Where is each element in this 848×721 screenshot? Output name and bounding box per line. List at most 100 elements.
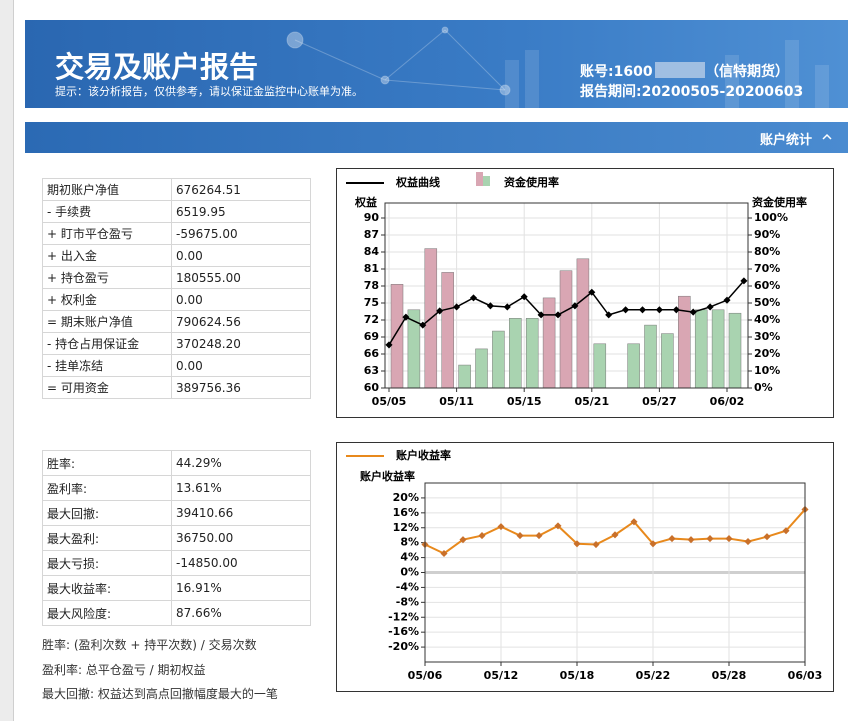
table-row: 胜率: 44.29% (42, 450, 311, 476)
point (592, 540, 600, 549)
row-value: -59675.00 (171, 222, 311, 245)
y-tick-label: 69 (364, 330, 379, 343)
row-value: -14850.00 (171, 550, 311, 576)
y-tick-label: 12% (393, 521, 419, 534)
y2-tick-label: 70% (754, 262, 780, 275)
bar (559, 270, 573, 389)
y-tick-label: 60 (364, 381, 380, 394)
point (573, 540, 581, 548)
bar (458, 364, 471, 389)
row-value: 6519.95 (171, 200, 311, 223)
y2-tick-label: 100% (754, 211, 788, 224)
row-value: 87.66% (171, 600, 311, 626)
point (497, 523, 505, 531)
table-row: = 期末账户净值 790624.56 (42, 310, 311, 333)
table-row: 最大收益率: 16.91% (42, 575, 311, 601)
collapse-icon[interactable] (822, 132, 832, 142)
point (655, 306, 663, 314)
legend-swatch (476, 172, 483, 186)
point (535, 532, 543, 540)
point (588, 288, 596, 296)
y-axis-title: 权益 (354, 195, 377, 209)
table-row: = 可用资金 389756.36 (42, 376, 311, 399)
bar (390, 284, 404, 389)
row-value: 36750.00 (171, 525, 311, 551)
legend-label: 权益曲线 (395, 175, 440, 189)
y2-tick-label: 80% (754, 245, 780, 258)
y2-tick-label: 30% (754, 330, 780, 343)
table-row: 最大盈利: 36750.00 (42, 525, 311, 551)
note: 胜率: (盈利次数 + 持平次数) / 交易次数 (42, 638, 257, 652)
row-label: + 盯市平仓盈亏 (42, 222, 172, 245)
bar (525, 318, 539, 389)
y2-tick-label: 50% (754, 296, 780, 309)
broker-name: （信特期货） (705, 64, 789, 80)
row-label: 最大盈利: (42, 525, 172, 551)
y-tick-label: 72 (364, 313, 379, 326)
y2-tick-label: 40% (754, 313, 780, 326)
point (649, 540, 657, 548)
point (469, 294, 478, 302)
y2-tick-label: 10% (754, 364, 780, 377)
y-tick-label: -4% (396, 580, 419, 593)
report-period: 报告期间:20200505-20200603 (580, 84, 804, 100)
row-value: 16.91% (171, 575, 311, 601)
x-tick-label: 05/11 (439, 395, 474, 408)
section-title: 账户统计 (759, 133, 812, 148)
row-label: = 可用资金 (42, 376, 172, 399)
row-label: + 出入金 (42, 244, 172, 267)
x-tick-label: 05/27 (642, 395, 677, 408)
y-tick-label: 75 (364, 296, 379, 309)
bar (694, 309, 708, 389)
point (605, 311, 613, 319)
bar (644, 324, 657, 389)
point (537, 311, 545, 319)
row-label: 胜率: (42, 450, 172, 476)
legend-label: 资金使用率 (504, 175, 559, 189)
note: 最大回撤: 权益达到高点回撤幅度最大的一笔 (42, 687, 278, 701)
bar (509, 318, 522, 389)
y2-tick-label: 60% (754, 279, 780, 292)
y-tick-label: 81 (364, 262, 379, 275)
point (687, 536, 695, 544)
x-tick-label: 06/03 (788, 669, 823, 682)
y2-axis-title: 资金使用率 (752, 195, 807, 209)
table-row: + 持仓盈亏 180555.00 (42, 266, 311, 289)
plot-frame (384, 202, 749, 389)
point (638, 306, 647, 314)
bar (576, 258, 590, 389)
row-label: + 权利金 (42, 288, 172, 311)
line (388, 280, 745, 346)
y-tick-label: 87 (364, 228, 379, 241)
row-value: 39410.66 (171, 500, 311, 526)
bar (593, 343, 607, 389)
x-tick-label: 06/02 (710, 395, 745, 408)
legend-swatch (483, 176, 490, 186)
row-label: = 期末账户净值 (42, 310, 172, 333)
point (440, 549, 448, 558)
point (782, 527, 790, 535)
x-tick-label: 05/05 (372, 395, 407, 408)
point (554, 522, 562, 530)
row-label: 最大风险度: (42, 600, 172, 626)
row-value: 44.29% (171, 450, 311, 476)
point (725, 535, 733, 543)
point (478, 532, 486, 540)
section-bar[interactable]: 账户统计 (25, 122, 848, 153)
table-row: + 权利金 0.00 (42, 288, 311, 311)
header-banner: 交易及账户报告 提示：该分析报告，仅供参考，请以保证金监控中心账单为准。 账号:… (25, 20, 848, 108)
row-label: 最大收益率: (42, 575, 172, 601)
y-tick-label: 16% (393, 506, 419, 519)
row-value: 676264.51 (171, 178, 311, 201)
x-tick-label: 05/18 (560, 669, 595, 682)
y2-tick-label: 90% (754, 228, 780, 241)
bar (711, 309, 725, 389)
stats-table: 胜率: 44.29% 盈利率: 13.61% 最大回撤: 39410.66 最大盈利: 367… (42, 450, 311, 626)
bar (627, 343, 640, 389)
row-label: - 挂单冻结 (42, 354, 172, 377)
point (744, 538, 752, 546)
equity-chart: 60 63 66 69 72 75 78 81 84 87 90 0% 10% 20% 30% 40% 50% 6… (336, 168, 834, 418)
bar (542, 297, 556, 389)
x-tick-label: 05/22 (636, 669, 671, 682)
